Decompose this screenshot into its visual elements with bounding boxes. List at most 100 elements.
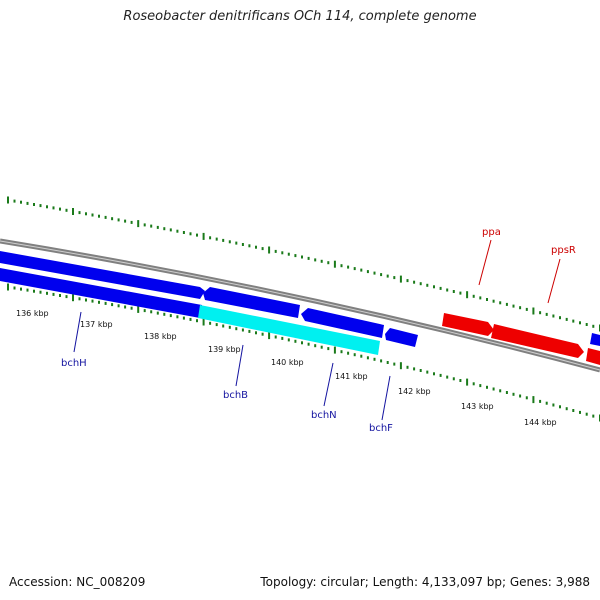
- tick-minor: [235, 241, 238, 245]
- tick-minor: [366, 356, 369, 360]
- gene-label-ppsR[interactable]: ppsR: [551, 245, 576, 256]
- tick-minor: [91, 299, 94, 303]
- tick-minor: [579, 410, 581, 414]
- tick-minor: [353, 267, 356, 271]
- tick-minor: [525, 307, 528, 311]
- tick-minor: [150, 310, 153, 314]
- tick-minor: [196, 319, 198, 323]
- gene-label-ppa[interactable]: ppa: [482, 227, 501, 238]
- tick-minor: [117, 304, 120, 308]
- tick-minor: [307, 256, 310, 260]
- tick-minor: [340, 350, 343, 354]
- tick-minor: [353, 353, 356, 357]
- gene-arrow[interactable]: [0, 268, 202, 318]
- tick-minor: [499, 389, 502, 393]
- tick-minor: [294, 339, 297, 343]
- tick-minor: [274, 335, 277, 339]
- tick-minor: [406, 279, 409, 283]
- tick-minor: [281, 336, 284, 340]
- tick-minor: [413, 280, 416, 284]
- gene-label-bchH[interactable]: bchH: [61, 358, 87, 369]
- tick-major: [7, 283, 9, 291]
- tick-minor: [156, 225, 159, 229]
- tick-minor: [163, 227, 166, 231]
- gene-arrow[interactable]: [385, 328, 418, 347]
- tick-minor: [426, 370, 429, 374]
- tick-minor: [261, 247, 264, 251]
- kbp-label: 140 kbp: [271, 358, 304, 367]
- tick-minor: [314, 344, 317, 348]
- tick-minor: [366, 270, 369, 274]
- tick-minor: [525, 396, 528, 400]
- tick-minor: [479, 384, 482, 388]
- tick-minor: [182, 316, 185, 320]
- tick-minor: [52, 206, 55, 210]
- tick-minor: [33, 289, 35, 293]
- tick-major: [202, 232, 205, 240]
- tick-minor: [579, 321, 581, 325]
- tick-minor: [124, 305, 127, 309]
- tick-minor: [492, 299, 495, 303]
- tick-major: [137, 305, 140, 313]
- tick-minor: [314, 258, 317, 262]
- tick-minor: [426, 283, 429, 287]
- tick-minor: [406, 365, 409, 369]
- tick-minor: [209, 321, 212, 325]
- tick-minor: [505, 391, 508, 394]
- tick-minor: [499, 301, 502, 305]
- tick-minor: [472, 294, 475, 298]
- tick-minor: [143, 223, 146, 227]
- tick-minor: [111, 303, 114, 307]
- gene-arrow[interactable]: [0, 251, 205, 299]
- tick-minor: [572, 319, 575, 323]
- tick-major: [466, 291, 469, 299]
- tick-minor: [46, 291, 48, 295]
- tick-major: [466, 378, 469, 386]
- kbp-label: 141 kbp: [335, 372, 368, 381]
- gene-label-bchF[interactable]: bchF: [369, 423, 393, 434]
- gene-label-bchN[interactable]: bchN: [311, 410, 337, 421]
- tick-minor: [413, 367, 416, 371]
- tick-minor: [52, 292, 55, 296]
- tick-minor: [585, 323, 588, 326]
- gene-arrow[interactable]: [301, 308, 384, 338]
- tick-minor: [545, 401, 548, 405]
- tick-minor: [85, 212, 87, 216]
- tick-minor: [85, 298, 87, 302]
- tick-minor: [294, 254, 297, 258]
- tick-minor: [327, 261, 330, 265]
- tick-minor: [419, 282, 422, 286]
- tick-minor: [228, 240, 231, 244]
- tick-minor: [519, 306, 522, 310]
- gene-arrow-highlight[interactable]: [198, 305, 380, 355]
- tick-minor: [380, 273, 383, 277]
- tick-minor: [592, 324, 595, 328]
- tick-minor: [156, 311, 159, 315]
- tick-minor: [347, 351, 350, 355]
- gene-arrow[interactable]: [442, 313, 494, 336]
- gene-arrow[interactable]: [590, 333, 600, 346]
- tick-minor: [552, 403, 555, 407]
- tick-minor: [33, 203, 35, 206]
- tick-minor: [486, 298, 488, 301]
- tick-minor: [215, 237, 218, 241]
- gene-label-leaders: [73, 239, 561, 421]
- kbp-label: 139 kbp: [208, 345, 241, 354]
- gene-arrow[interactable]: [491, 324, 584, 358]
- tick-minor: [439, 286, 442, 290]
- tick-major: [202, 318, 205, 326]
- tick-minor: [552, 314, 555, 318]
- tick-minor: [274, 249, 277, 253]
- tick-minor: [539, 399, 542, 403]
- tick-minor: [182, 231, 185, 234]
- gene-arrow[interactable]: [203, 287, 300, 318]
- gene-arrow[interactable]: [586, 348, 600, 365]
- tick-minor: [452, 377, 455, 381]
- tick-major: [72, 294, 74, 302]
- tick-minor: [327, 347, 330, 351]
- tick-minor: [565, 407, 568, 411]
- genome-backbone-inner: [0, 240, 600, 371]
- tick-minor: [512, 392, 515, 396]
- gene-label-bchB[interactable]: bchB: [223, 390, 248, 401]
- tick-minor: [261, 332, 264, 336]
